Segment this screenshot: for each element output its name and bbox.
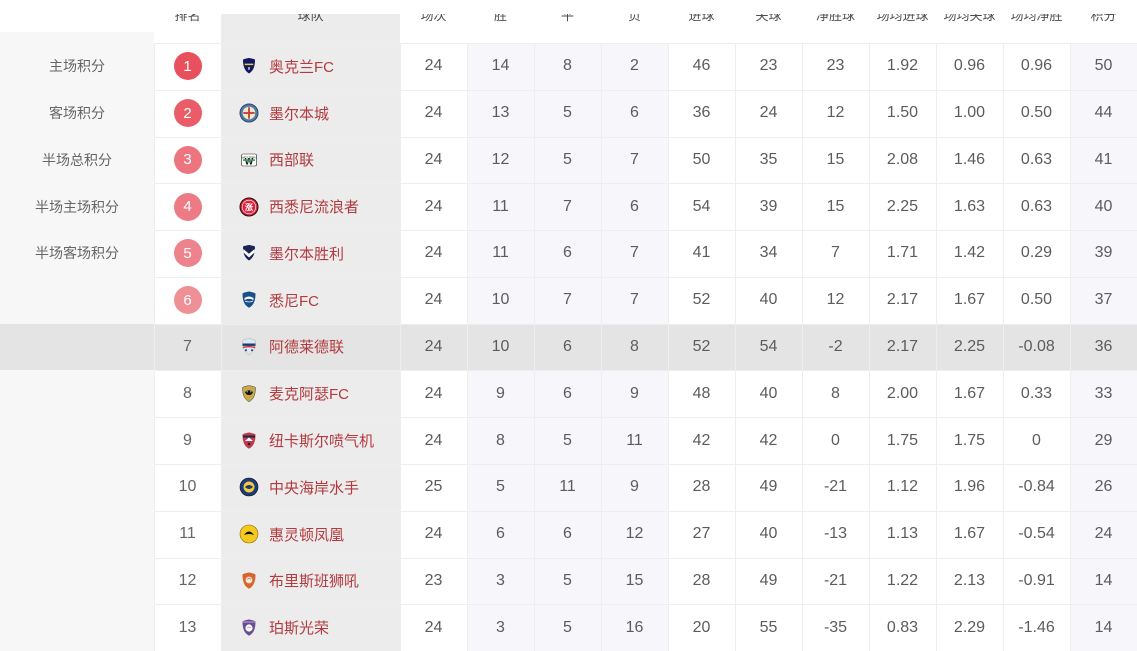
svg-text:W: W	[245, 156, 254, 166]
svg-text:涨: 涨	[245, 202, 253, 212]
